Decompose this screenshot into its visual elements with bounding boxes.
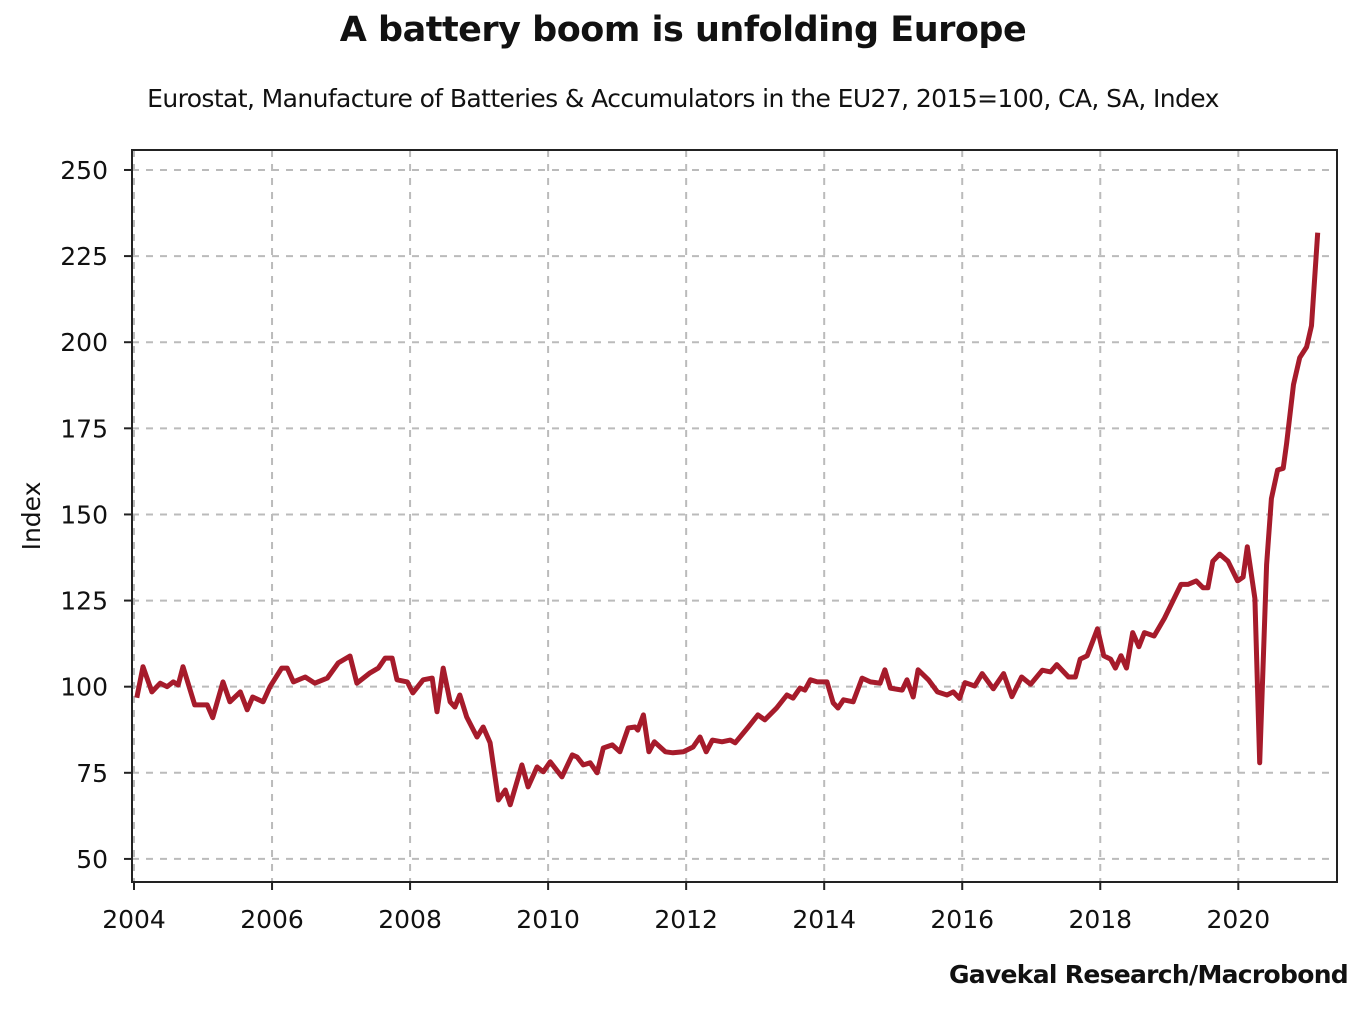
y-tick-label: 125 xyxy=(60,587,108,616)
series-group xyxy=(134,232,1321,808)
x-tick-label: 2016 xyxy=(930,905,994,934)
gridlines xyxy=(132,150,1337,882)
y-tick-label: 250 xyxy=(60,156,108,185)
plot-frame xyxy=(131,149,1338,883)
x-tick-label: 2018 xyxy=(1068,905,1132,934)
x-axis: 2004 2006 2008 2010 2012 2014 2016 2018 2020 xyxy=(102,882,1270,934)
x-tick-label: 2020 xyxy=(1206,905,1270,934)
series-line-index xyxy=(134,232,1321,808)
x-tick-label: 2006 xyxy=(240,905,304,934)
y-tick-label: 75 xyxy=(76,759,108,788)
x-tick-label: 2010 xyxy=(516,905,580,934)
x-tick-label: 2008 xyxy=(378,905,442,934)
x-tick-label: 2004 xyxy=(102,905,166,934)
y-tick-label: 175 xyxy=(60,414,108,443)
y-tick-label: 50 xyxy=(76,845,108,874)
chart-title: A battery boom is unfolding Europe xyxy=(339,10,1027,50)
y-axis: 50 75 100 125 150 175 200 225 250 xyxy=(60,156,132,874)
chart-subtitle: Eurostat, Manufacture of Batteries & Acc… xyxy=(147,84,1219,113)
y-axis-label: Index xyxy=(17,482,46,551)
y-tick-label: 200 xyxy=(60,328,108,357)
y-tick-label: 225 xyxy=(60,242,108,271)
y-tick-label: 100 xyxy=(60,673,108,702)
x-tick-label: 2012 xyxy=(654,905,718,934)
source-credit: Gavekal Research/Macrobond xyxy=(948,960,1349,989)
x-tick-label: 2014 xyxy=(792,905,856,934)
y-tick-label: 150 xyxy=(60,500,108,529)
